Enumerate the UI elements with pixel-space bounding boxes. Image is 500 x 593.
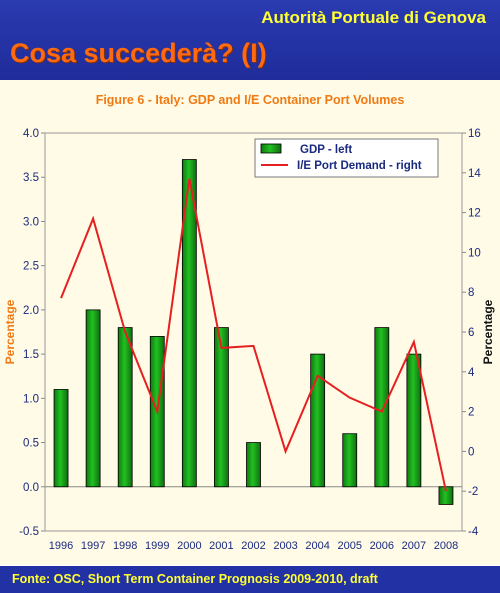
- y-tick-label: 2.0: [23, 305, 39, 317]
- x-tick-label: 1997: [81, 540, 105, 552]
- chart: -0.5 0.0 0.5 1.0 1.5 2.0 2.5 3.0 3.5 4.0 -4 -2 0 2 4 6 8…: [3, 128, 495, 552]
- slide-header: Autorità Portuale di Genova Cosa succede…: [0, 0, 500, 80]
- y2-tick-label: 0: [468, 446, 474, 458]
- legend-swatch-gdp: [260, 143, 282, 154]
- gdp-bar: [310, 353, 326, 488]
- legend-box: [254, 138, 439, 178]
- gdp-bar: [85, 309, 101, 488]
- legend-label-port-demand: I/E Port Demand - right: [297, 160, 422, 172]
- legend: GDP - left I/E Port Demand - right: [254, 138, 439, 178]
- x-tick-label: 1999: [145, 540, 169, 552]
- slide-footer: Fonte: OSC, Short Term Container Prognos…: [0, 566, 500, 593]
- gdp-bar: [374, 327, 390, 488]
- x-tick-label: 2007: [402, 540, 426, 552]
- gdp-bar: [214, 327, 229, 488]
- y-tick-label: 1.5: [23, 349, 39, 361]
- x-tick-label: 2003: [273, 540, 297, 552]
- y-tick-label: 3.0: [23, 216, 39, 228]
- gdp-bar: [53, 389, 69, 488]
- y2-tick-label: 14: [468, 168, 481, 180]
- x-tick-label: 2000: [177, 540, 201, 552]
- y2-tick-label: 8: [468, 287, 474, 299]
- legend-label-gdp: GDP - left: [300, 144, 352, 156]
- x-tick-label: 1998: [113, 540, 137, 552]
- gdp-bar: [181, 159, 197, 488]
- port-demand-line: [60, 178, 447, 492]
- y2-tick-label: -4: [468, 526, 479, 538]
- y2-tick-label: 12: [468, 208, 481, 220]
- y2-tick-label: 4: [468, 367, 475, 379]
- gdp-bar: [342, 433, 358, 488]
- gdp-bar: [117, 327, 133, 488]
- x-tick-label: 2008: [434, 540, 458, 552]
- x-tick-label: 1996: [49, 540, 73, 552]
- y-axis-label: Percentage: [3, 299, 17, 364]
- slide-title: Cosa succederà? (I): [10, 38, 267, 68]
- y2-tick-label: 6: [468, 327, 474, 339]
- x-tick-label: 2002: [241, 540, 265, 552]
- y-tick-label: 3.5: [23, 172, 39, 184]
- gdp-bar: [406, 353, 422, 488]
- y2-tick-label: 10: [468, 247, 481, 259]
- organization-name: Autorità Portuale di Genova: [261, 8, 486, 27]
- x-tick-label: 2001: [209, 540, 233, 552]
- y-tick-label: 4.0: [23, 128, 39, 140]
- y2-axis-label: Percentage: [481, 299, 495, 364]
- y-tick-label: 0.0: [23, 482, 39, 494]
- gdp-bar: [246, 442, 261, 488]
- x-tick-label: 2005: [337, 540, 361, 552]
- y-tick-label: -0.5: [19, 526, 39, 538]
- x-tick-label: 2006: [370, 540, 394, 552]
- chart-title: Figure 6 - Italy: GDP and I/E Container …: [95, 93, 405, 107]
- x-tick-label: 2004: [305, 540, 329, 552]
- y2-tick-label: 2: [468, 407, 474, 419]
- y-tick-label: 2.5: [23, 261, 39, 273]
- y2-tick-label: 16: [468, 128, 481, 140]
- source-note: Fonte: OSC, Short Term Container Prognos…: [12, 572, 378, 586]
- y-tick-label: 1.0: [23, 393, 39, 405]
- y2-tick-label: -2: [468, 486, 478, 498]
- y-tick-label: 0.5: [23, 438, 39, 450]
